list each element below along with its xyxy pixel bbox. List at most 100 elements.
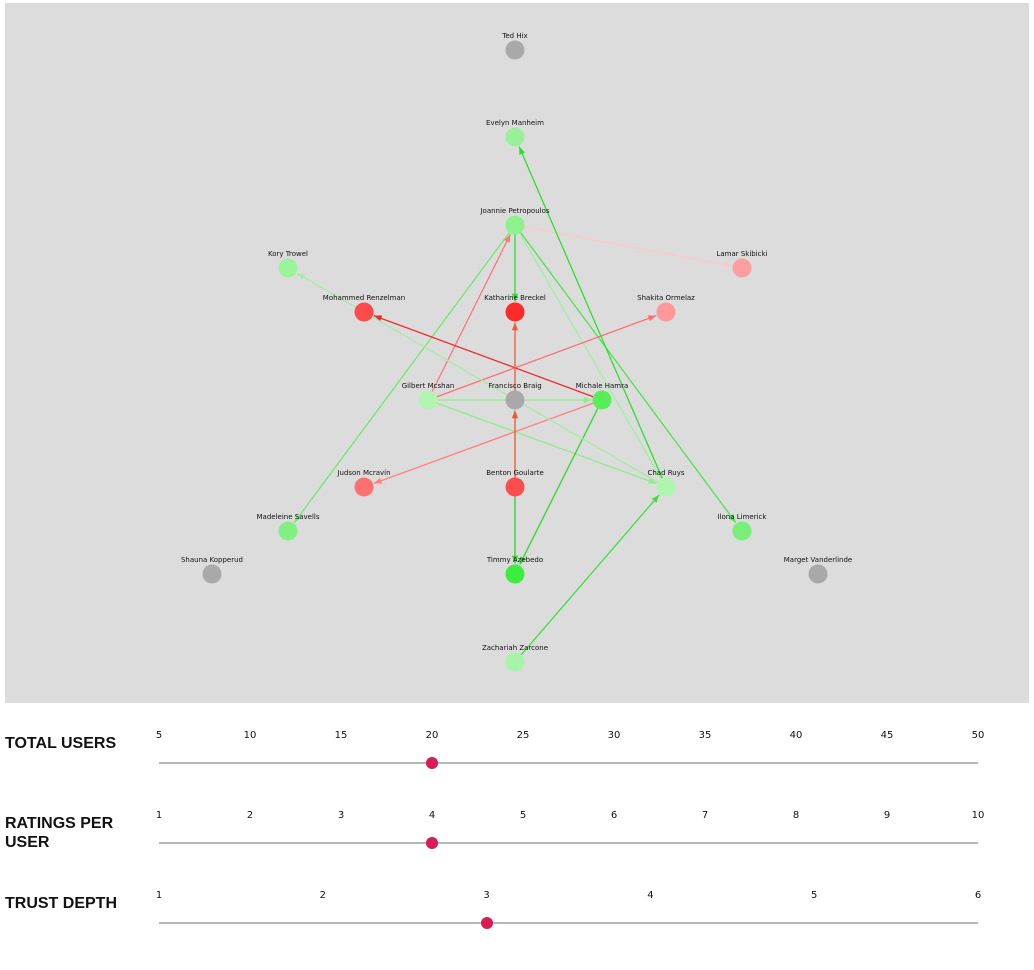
node-zachariah[interactable]: Zachariah Zarcone (482, 644, 548, 672)
node-circle[interactable] (505, 40, 525, 60)
node-judson[interactable]: Judson Mcravin (336, 469, 391, 497)
edge-michale-to-mohammed (373, 315, 594, 398)
control-label-trust-depth: TRUST DEPTH (5, 895, 117, 912)
edge-joannie-to-ilona (520, 232, 737, 523)
node-circle[interactable] (354, 477, 374, 497)
node-circle[interactable] (505, 564, 525, 584)
node-joannie[interactable]: Joannie Petropoulos (479, 207, 550, 235)
node-label: Ted Hix (501, 32, 527, 40)
tick-label: 4 (428, 810, 436, 821)
tick-label: 50 (971, 730, 985, 741)
node-label: Shauna Kopperud (181, 556, 243, 564)
edge-michale-to-judson (373, 402, 594, 485)
node-circle[interactable] (278, 521, 298, 541)
edge-zachariah-to-chad (520, 494, 660, 656)
node-gilbert[interactable]: Gilbert Mcshan (402, 382, 455, 410)
node-marget[interactable]: Marget Vanderlinde (784, 556, 852, 584)
slider-handle-total-users[interactable] (426, 757, 438, 769)
edge-gilbert-to-shakita (436, 315, 657, 398)
node-circle[interactable] (732, 521, 752, 541)
node-circle[interactable] (202, 564, 222, 584)
tick-label: 3 (337, 810, 345, 821)
node-shakita[interactable]: Shakita Ormelaz (637, 294, 695, 322)
node-francisco[interactable]: Francisco Braig (488, 382, 542, 410)
node-label: Marget Vanderlinde (784, 556, 852, 564)
node-circle[interactable] (656, 302, 676, 322)
tick-label: 35 (698, 730, 712, 741)
edge-michale-to-timmy (519, 408, 599, 565)
node-katharine[interactable]: Katharine Breckel (484, 294, 546, 322)
edge-gilbert-to-chad (436, 402, 657, 485)
node-ted[interactable]: Ted Hix (501, 32, 528, 60)
control-ratings-per-user: RATINGS PER USER 1 2 3 4 5 6 7 8 9 10 (0, 810, 1034, 890)
node-madeleine[interactable]: Madeleine Savells (257, 513, 320, 541)
node-shauna[interactable]: Shauna Kopperud (181, 556, 243, 584)
node-label: Benton Goularte (486, 469, 544, 477)
node-mohammed[interactable]: Mohammed Renzelman (323, 294, 405, 322)
node-label: Chad Ruys (647, 469, 684, 477)
node-circle[interactable] (592, 390, 612, 410)
node-label: Ilona Limerick (718, 513, 768, 521)
trust-network-graph[interactable]: Ted Hix Evelyn Manheim Joannie Petropoulos… (0, 0, 1034, 710)
node-circle[interactable] (505, 477, 525, 497)
node-circle[interactable] (732, 258, 752, 278)
node-benton[interactable]: Benton Goularte (486, 469, 544, 497)
node-chad[interactable]: Chad Ruys (647, 469, 685, 497)
tick-label: 6 (974, 890, 982, 901)
node-circle[interactable] (505, 390, 525, 410)
nodes-layer: Ted Hix Evelyn Manheim Joannie Petropoulos… (181, 32, 852, 672)
node-circle[interactable] (505, 215, 525, 235)
node-circle[interactable] (505, 127, 525, 147)
node-label: Michale Hamra (576, 382, 629, 390)
edge-chad-to-evelyn (518, 146, 663, 479)
slider-track-total-users[interactable] (159, 762, 978, 764)
node-label: Katharine Breckel (484, 294, 546, 302)
control-total-users: TOTAL USERS 5 10 15 20 25 30 35 40 45 50 (0, 730, 1034, 810)
network-graph-area (5, 3, 1029, 703)
node-label: Joannie Petropoulos (479, 207, 549, 215)
node-label: Evelyn Manheim (486, 119, 544, 127)
tick-label: 1 (155, 890, 163, 901)
node-kory[interactable]: Kory Trowel (268, 250, 308, 278)
tick-label: 3 (483, 890, 490, 901)
slider-handle-ratings-per-user[interactable] (426, 837, 438, 849)
tick-label: 5 (811, 890, 818, 901)
tick-label: 4 (647, 890, 654, 901)
node-circle[interactable] (278, 258, 298, 278)
tick-label: 25 (516, 730, 530, 741)
edge-joannie-to-lamar (524, 226, 732, 268)
node-label: Judson Mcravin (336, 469, 390, 477)
node-circle[interactable] (505, 302, 525, 322)
control-label-total-users: TOTAL USERS (5, 735, 117, 752)
slider-track-ratings-per-user[interactable] (159, 842, 978, 844)
tick-label: 10 (971, 810, 985, 821)
edge-joannie-to-chad (519, 232, 662, 479)
node-label: Lamar Skibicki (716, 250, 767, 258)
node-circle[interactable] (808, 564, 828, 584)
tick-label: 20 (425, 730, 439, 741)
node-ilona[interactable]: Ilona Limerick (718, 513, 768, 541)
tick-label: 15 (334, 730, 348, 741)
tick-label: 1 (155, 810, 163, 821)
control-trust-depth: TRUST DEPTH 1 2 3 4 5 6 (0, 890, 1034, 970)
edge-joannie-to-madeleine (293, 232, 510, 523)
node-evelyn[interactable]: Evelyn Manheim (486, 119, 544, 147)
node-lamar[interactable]: Lamar Skibicki (716, 250, 768, 278)
tick-label: 30 (607, 730, 621, 741)
tick-label: 45 (880, 730, 894, 741)
control-label-ratings-per-user: RATINGS PER USER (5, 815, 114, 851)
node-circle[interactable] (656, 477, 676, 497)
node-label: Madeleine Savells (257, 513, 320, 521)
node-michale[interactable]: Michale Hamra (576, 382, 629, 410)
slider-handle-trust-depth[interactable] (480, 917, 493, 929)
tick-label: 8 (792, 810, 800, 821)
node-circle[interactable] (505, 652, 525, 672)
node-circle[interactable] (418, 390, 438, 410)
slider-track-trust-depth[interactable] (159, 922, 978, 924)
tick-label: 9 (883, 810, 891, 821)
tick-label: 5 (519, 810, 527, 821)
tick-label: 2 (246, 810, 254, 821)
tick-label: 40 (789, 730, 803, 741)
node-timmy[interactable]: Timmy Azebedo (486, 556, 543, 584)
node-circle[interactable] (354, 302, 374, 322)
